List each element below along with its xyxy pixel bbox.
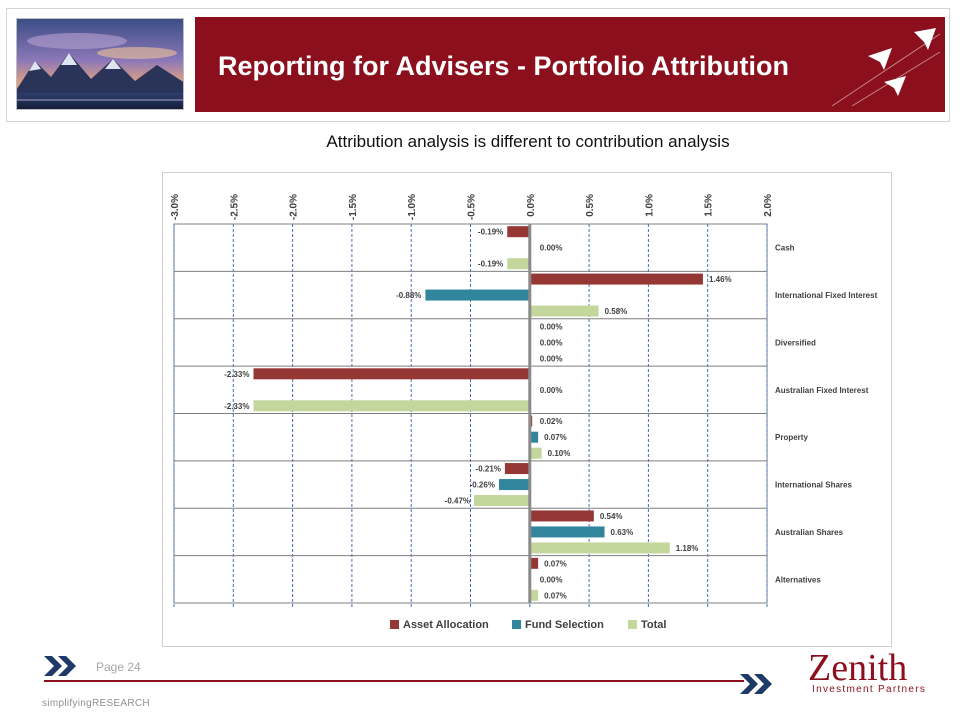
bar-total	[507, 258, 530, 270]
category-label: Property	[775, 433, 808, 442]
category-label: Cash	[775, 244, 795, 253]
data-label: -0.19%	[478, 260, 503, 269]
data-label: 1.18%	[676, 544, 699, 553]
category-label: Diversified	[775, 338, 816, 347]
bar-total	[529, 447, 542, 459]
bar-asset-allocation	[253, 368, 530, 380]
bar-total	[529, 542, 670, 554]
x-tick-label: 0.0%	[526, 194, 537, 217]
bar-asset-allocation	[529, 510, 594, 522]
page-title: Reporting for Advisers - Portfolio Attri…	[218, 51, 789, 81]
category-label: Australian Shares	[775, 528, 844, 537]
bar-total	[474, 495, 530, 507]
legend-label: Fund Selection	[525, 619, 604, 631]
attribution-chart: -3.0% -2.5% -2.0% -1.5% -1.0% -0.5% 0.0% 0.5% 1.…	[170, 194, 878, 631]
category-label: Australian Fixed Interest	[775, 386, 869, 395]
data-label: -0.47%	[445, 497, 470, 506]
footer-divider	[44, 680, 744, 682]
x-tick-label: -1.0%	[407, 194, 418, 220]
category-label: Alternatives	[775, 575, 821, 584]
bar-fund-selection	[425, 289, 530, 301]
legend-swatch	[390, 620, 399, 629]
data-label: 0.00%	[540, 322, 563, 331]
bar-asset-allocation	[529, 557, 539, 569]
data-label: -0.88%	[396, 291, 421, 300]
bar-total	[253, 400, 530, 412]
category-label: International Fixed Interest	[775, 291, 878, 300]
bar-fund-selection	[498, 479, 530, 491]
double-chevron-icon	[44, 654, 78, 683]
x-tick-label: -2.0%	[289, 194, 300, 220]
data-label: 0.63%	[611, 528, 634, 537]
arrows-logo	[822, 26, 942, 110]
category-label: International Shares	[775, 481, 852, 490]
x-tick-label: -2.5%	[229, 194, 240, 220]
legend-swatch	[512, 620, 521, 629]
data-label: 0.00%	[540, 354, 563, 363]
data-label: 0.00%	[540, 338, 563, 347]
data-label: 0.07%	[544, 591, 567, 600]
bar-asset-allocation	[529, 273, 703, 285]
bar-asset-allocation	[507, 226, 530, 238]
legend-label: Total	[641, 619, 666, 631]
zenith-logo-name: Zenith	[808, 647, 908, 689]
x-tick-label: 0.5%	[585, 194, 596, 217]
data-label: 0.58%	[605, 307, 628, 316]
x-tick-label: 1.5%	[704, 194, 715, 217]
brand-tagline: simplifyingRESEARCH	[42, 698, 150, 709]
data-label: -2.33%	[224, 402, 249, 411]
data-label: 0.00%	[540, 386, 563, 395]
data-label: -0.19%	[478, 228, 503, 237]
subtitle: Attribution analysis is different to con…	[326, 132, 730, 151]
x-tick-label: -0.5%	[467, 194, 478, 220]
bar-total	[529, 589, 539, 601]
data-label: 0.07%	[544, 559, 567, 568]
x-tick-label: 1.0%	[644, 194, 655, 217]
bar-asset-allocation	[504, 463, 530, 475]
legend-label: Asset Allocation	[403, 619, 489, 631]
double-chevron-icon	[740, 672, 774, 701]
x-tick-label: -3.0%	[170, 194, 181, 220]
data-label: -0.21%	[476, 465, 501, 474]
zenith-logo-tagline: Investment Partners	[812, 684, 927, 695]
data-label: 0.02%	[540, 417, 563, 426]
x-tick-label: 2.0%	[763, 194, 774, 217]
data-label: -2.33%	[224, 370, 249, 379]
data-label: 0.07%	[544, 433, 567, 442]
data-label: 0.54%	[600, 512, 623, 521]
data-label: -0.26%	[470, 481, 495, 490]
x-tick-label: -1.5%	[348, 194, 359, 220]
bar-fund-selection	[529, 526, 605, 538]
zenith-logo: Zenith Investment Partners	[808, 648, 928, 698]
legend-swatch	[628, 620, 637, 629]
data-label: 0.10%	[548, 449, 571, 458]
bar-fund-selection	[529, 431, 539, 443]
data-label: 0.00%	[540, 244, 563, 253]
title-banner	[195, 17, 945, 112]
bar-total	[529, 305, 599, 317]
mountain-photo	[16, 18, 184, 110]
data-label: 1.46%	[709, 275, 732, 284]
data-label: 0.00%	[540, 575, 563, 584]
page-number: Page 24	[96, 660, 141, 674]
